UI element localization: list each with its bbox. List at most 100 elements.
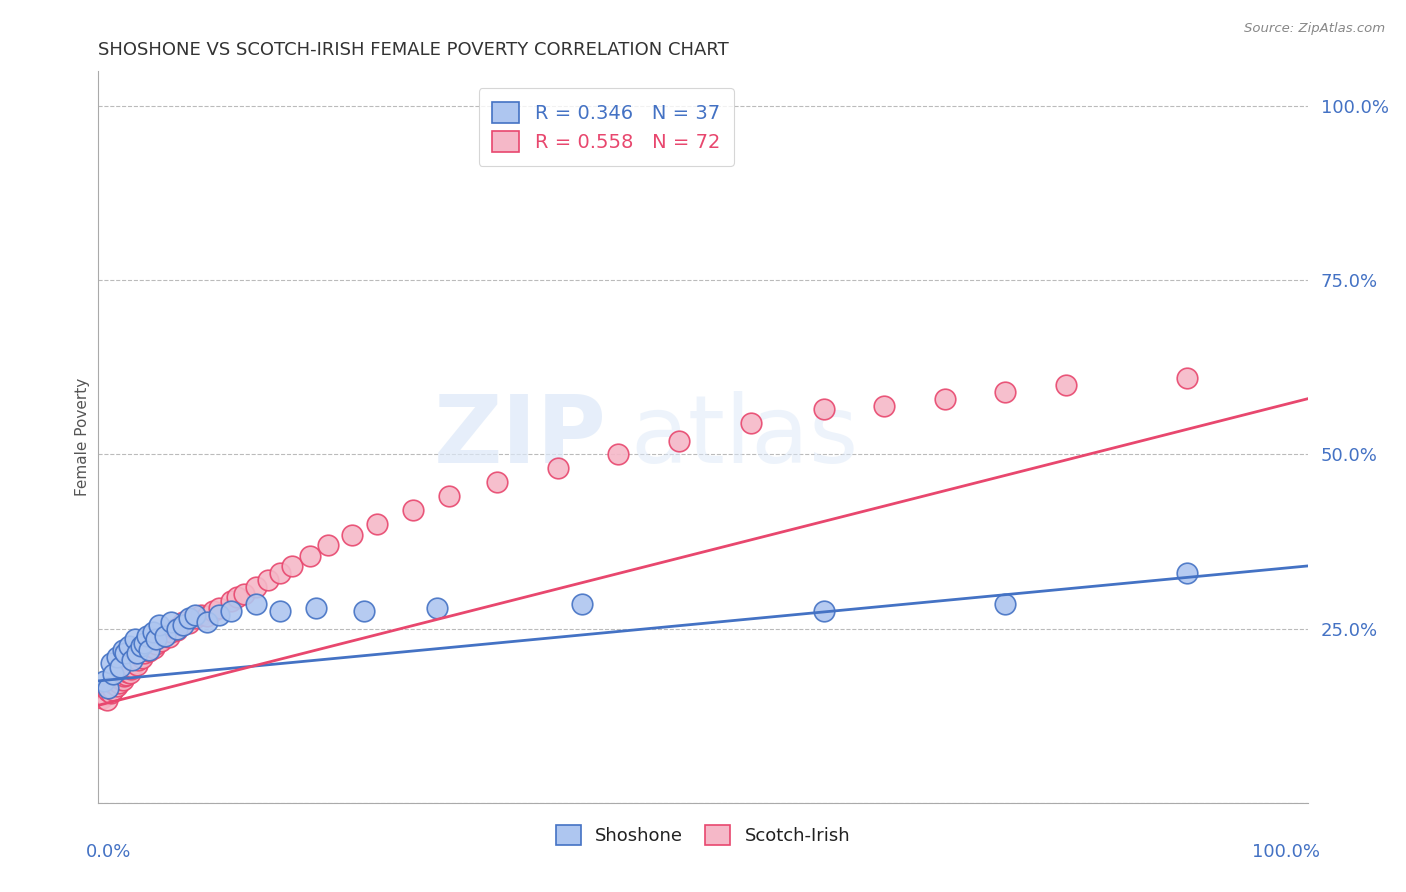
Point bbox=[148, 618, 170, 632]
Point bbox=[166, 622, 188, 636]
Point bbox=[245, 580, 267, 594]
Point bbox=[111, 642, 134, 657]
Point bbox=[145, 637, 167, 651]
Point bbox=[426, 600, 449, 615]
Text: ZIP: ZIP bbox=[433, 391, 606, 483]
Point bbox=[166, 623, 188, 637]
Point bbox=[108, 676, 131, 690]
Point bbox=[124, 657, 146, 671]
Point bbox=[120, 662, 142, 676]
Point bbox=[100, 657, 122, 671]
Point bbox=[134, 646, 156, 660]
Point bbox=[127, 653, 149, 667]
Point bbox=[1175, 371, 1198, 385]
Point bbox=[117, 665, 139, 679]
Point bbox=[129, 649, 152, 664]
Point bbox=[299, 549, 322, 563]
Y-axis label: Female Poverty: Female Poverty bbox=[75, 378, 90, 496]
Text: atlas: atlas bbox=[630, 391, 859, 483]
Point bbox=[269, 566, 291, 580]
Point bbox=[131, 651, 153, 665]
Point bbox=[118, 664, 141, 678]
Point bbox=[316, 538, 339, 552]
Point bbox=[202, 604, 225, 618]
Point bbox=[101, 667, 124, 681]
Point bbox=[93, 673, 115, 688]
Point bbox=[91, 691, 114, 706]
Point bbox=[135, 629, 157, 643]
Text: 100.0%: 100.0% bbox=[1251, 843, 1320, 861]
Point bbox=[994, 597, 1017, 611]
Point bbox=[873, 399, 896, 413]
Point bbox=[232, 587, 254, 601]
Point bbox=[571, 597, 593, 611]
Point bbox=[813, 604, 835, 618]
Point bbox=[221, 604, 243, 618]
Point bbox=[195, 615, 218, 629]
Point bbox=[342, 527, 364, 541]
Point bbox=[107, 673, 129, 688]
Point bbox=[138, 642, 160, 657]
Point bbox=[668, 434, 690, 448]
Point bbox=[142, 625, 165, 640]
Point bbox=[97, 684, 120, 698]
Point bbox=[118, 665, 141, 680]
Point bbox=[184, 607, 207, 622]
Point bbox=[269, 604, 291, 618]
Point bbox=[1054, 377, 1077, 392]
Point bbox=[366, 517, 388, 532]
Point bbox=[305, 600, 328, 615]
Point bbox=[127, 646, 149, 660]
Point bbox=[100, 681, 122, 695]
Point bbox=[112, 669, 135, 683]
Point bbox=[93, 688, 115, 702]
Point bbox=[402, 503, 425, 517]
Point bbox=[129, 639, 152, 653]
Point bbox=[160, 615, 183, 629]
Point bbox=[281, 558, 304, 573]
Point bbox=[121, 653, 143, 667]
Point bbox=[100, 686, 122, 700]
Point bbox=[124, 632, 146, 646]
Point bbox=[160, 625, 183, 640]
Point bbox=[163, 622, 186, 636]
Point bbox=[353, 604, 375, 618]
Point bbox=[141, 639, 163, 653]
Point bbox=[437, 489, 460, 503]
Point bbox=[148, 632, 170, 646]
Legend: Shoshone, Scotch-Irish: Shoshone, Scotch-Irish bbox=[548, 818, 858, 852]
Point bbox=[105, 649, 128, 664]
Point bbox=[96, 692, 118, 706]
Point bbox=[208, 607, 231, 622]
Point bbox=[195, 609, 218, 624]
Point bbox=[179, 611, 201, 625]
Point bbox=[607, 448, 630, 462]
Point bbox=[172, 615, 194, 629]
Point bbox=[256, 573, 278, 587]
Point bbox=[153, 629, 176, 643]
Point bbox=[740, 416, 762, 430]
Point bbox=[221, 594, 243, 608]
Point bbox=[97, 681, 120, 695]
Point bbox=[190, 607, 212, 622]
Point bbox=[179, 616, 201, 631]
Point bbox=[226, 591, 249, 605]
Point bbox=[172, 618, 194, 632]
Point bbox=[157, 630, 180, 644]
Point bbox=[110, 670, 132, 684]
Point bbox=[934, 392, 956, 406]
Point bbox=[127, 657, 149, 672]
Point bbox=[150, 634, 173, 648]
Point bbox=[105, 679, 128, 693]
Point bbox=[114, 667, 136, 681]
Point bbox=[813, 402, 835, 417]
Point bbox=[145, 632, 167, 646]
Point bbox=[547, 461, 569, 475]
Point bbox=[101, 682, 124, 697]
Point bbox=[153, 629, 176, 643]
Point bbox=[169, 618, 191, 632]
Point bbox=[111, 673, 134, 688]
Point bbox=[114, 646, 136, 660]
Point bbox=[134, 635, 156, 649]
Point bbox=[184, 611, 207, 625]
